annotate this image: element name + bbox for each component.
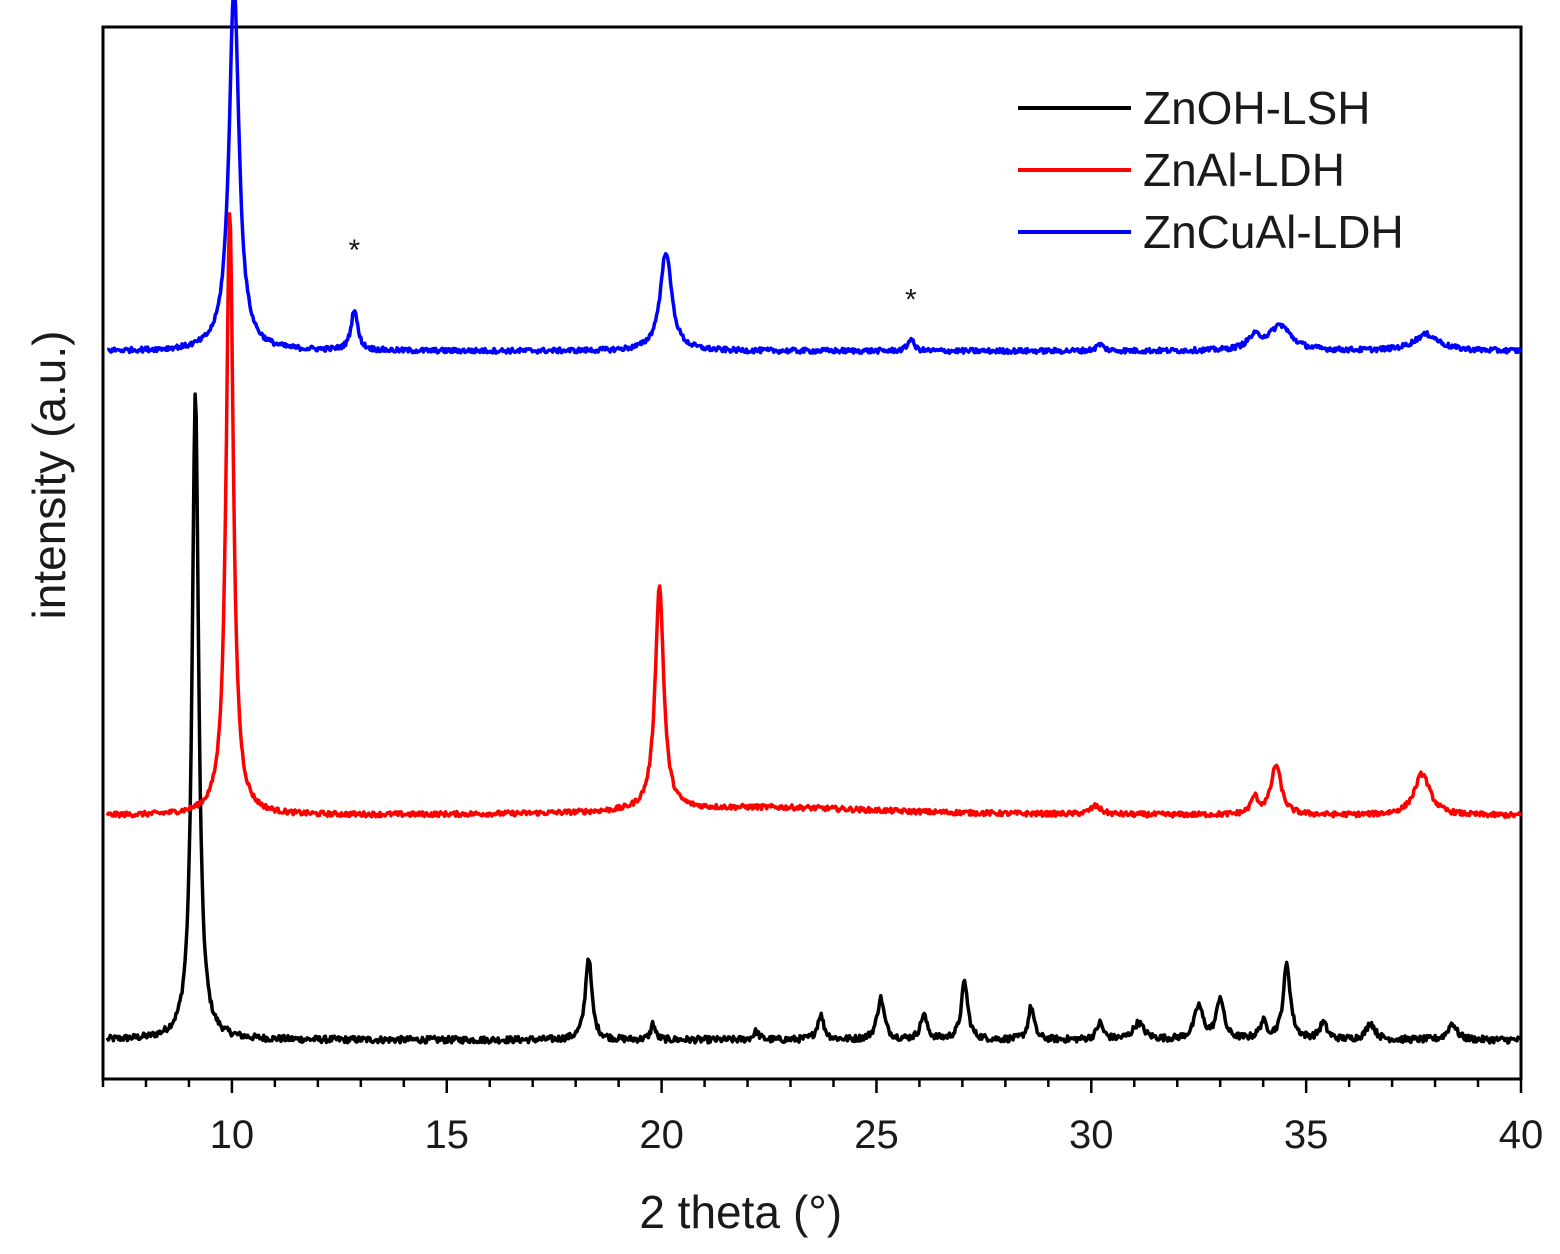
x-tick-label: 30 <box>1069 1113 1114 1157</box>
series-line-zncual-ldh <box>106 0 1523 356</box>
x-axis-title: 2 theta <box>639 1186 780 1238</box>
legend-label-zn-al-ldh: ZnAl-LDH <box>1143 144 1345 196</box>
x-tick-label: 10 <box>210 1113 255 1157</box>
x-tick-label: 35 <box>1284 1113 1329 1157</box>
legend-label-zn-cu-al-ldh: ZnCuAl-LDH <box>1143 206 1404 258</box>
x-tick-label: 40 <box>1499 1113 1544 1157</box>
peak-annotation: * <box>349 234 361 267</box>
legend: ZnOH-LSH ZnAl-LDH ZnCuAl-LDH <box>1018 82 1404 258</box>
x-tick-label: 15 <box>425 1113 470 1157</box>
x-tick-label: 25 <box>854 1113 899 1157</box>
peak-annotation: * <box>905 284 917 317</box>
annotation-layer: ** <box>349 234 917 317</box>
x-axis-unit: (°) <box>793 1186 842 1238</box>
series-line-znal-ldh <box>105 212 1522 819</box>
series-layer <box>105 0 1523 1045</box>
y-axis-title: intensity (a.u.) <box>23 331 75 620</box>
series-line-znoh-lsh <box>105 392 1522 1045</box>
x-axis: 10 15 20 25 30 35 40 <box>101 1079 1544 1157</box>
plot-frame <box>101 25 1523 1081</box>
legend-label-zn-oh-lsh: ZnOH-LSH <box>1143 82 1370 134</box>
x-tick-label: 20 <box>639 1113 684 1157</box>
